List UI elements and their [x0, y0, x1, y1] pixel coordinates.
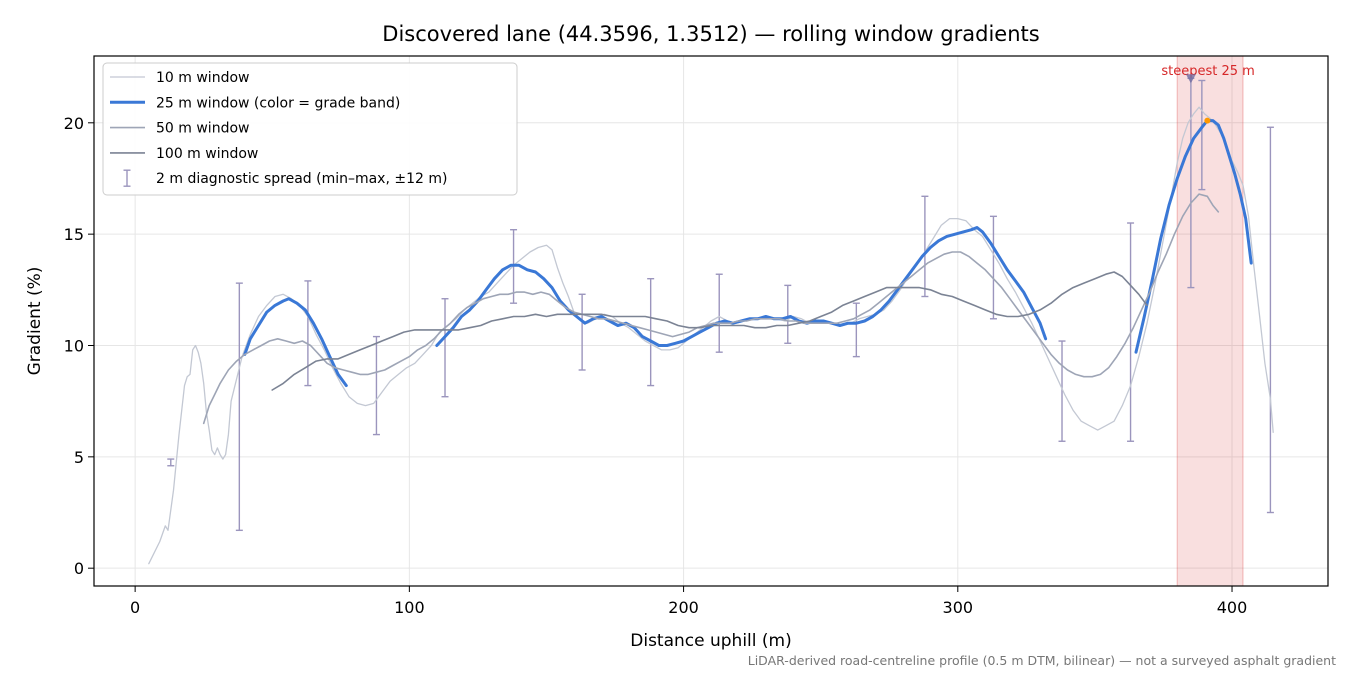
series-25m-segment-0	[243, 297, 348, 388]
axes-frame	[93, 55, 1329, 587]
diagnostic-errorbar	[1198, 79, 1206, 191]
diagnostic-errorbar	[715, 273, 723, 353]
diagnostic-errorbar	[921, 195, 929, 298]
steepest-band-label: steepest 25 m	[1161, 64, 1254, 79]
x-tick-label: 100	[394, 598, 425, 617]
footnote-caption: LiDAR-derived road-centreline profile (0…	[748, 653, 1336, 668]
y-tick-label: 15	[64, 225, 84, 244]
diagnostic-errorbar	[578, 293, 586, 371]
series-line-0	[148, 106, 1274, 565]
diagnostic-errorbar	[235, 282, 243, 532]
series-line-3	[271, 271, 1148, 391]
chart-title: Discovered lane (44.3596, 1.3512) — roll…	[382, 22, 1039, 46]
x-tick-label: 0	[130, 598, 140, 617]
diagnostic-errorbar	[441, 298, 449, 398]
diagnostic-errorbar	[372, 335, 380, 436]
steepest-marker-triangle	[1185, 74, 1196, 84]
y-tick-label: 5	[74, 448, 84, 467]
diagnostic-errorbar	[989, 215, 997, 320]
diagnostic-errorbar	[784, 284, 792, 344]
y-tick-label: 20	[64, 114, 84, 133]
diagnostic-errorbar	[852, 302, 860, 358]
series-group	[148, 74, 1274, 565]
legend-label-0: 10 m window	[156, 70, 249, 86]
legend: 10 m window 25 m window (color = grade ba…	[102, 62, 518, 196]
diagnostic-errorbar	[167, 458, 175, 467]
diagnostic-errorbar	[304, 280, 312, 387]
x-tick-label: 200	[668, 598, 699, 617]
steepest-band	[1176, 55, 1244, 587]
legend-label-1: 25 m window (color = grade band)	[156, 95, 400, 111]
x-axis-label: Distance uphill (m)	[630, 631, 791, 651]
diagnostic-errorbar	[1266, 126, 1274, 514]
legend-label-diagnostic: 2 m diagnostic spread (min–max, ±12 m)	[156, 171, 447, 187]
legend-label-3: 100 m window	[156, 146, 258, 162]
y-tick-label: 10	[64, 336, 84, 355]
diagnostic-errorbar	[647, 277, 655, 387]
series-25m-segment-1	[435, 226, 1048, 347]
peak-marker	[1204, 117, 1211, 124]
diagnostic-errorbar	[1058, 340, 1066, 442]
y-axis-label: Gradient (%)	[25, 267, 45, 376]
legend-frame	[102, 62, 518, 196]
x-tick-label: 400	[1217, 598, 1248, 617]
series-25m-segment-2	[1134, 119, 1253, 354]
series-line-2	[202, 193, 1220, 425]
y-tick-label: 0	[74, 559, 84, 578]
x-tick-label: 300	[943, 598, 974, 617]
legend-label-2: 50 m window	[156, 121, 249, 137]
